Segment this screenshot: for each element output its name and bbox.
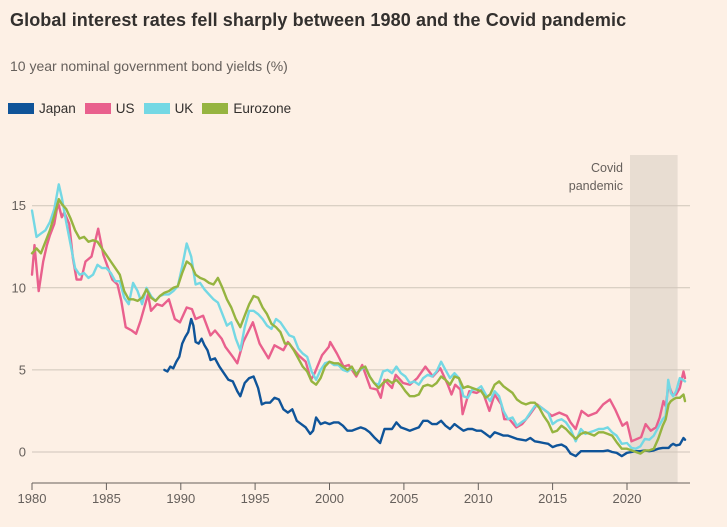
legend: Japan US UK Eurozone	[8, 101, 291, 116]
x-tick-label-1980: 1980	[18, 491, 47, 506]
legend-swatch-japan	[8, 103, 34, 114]
series-line-japan	[163, 317, 687, 458]
series-line-uk	[30, 183, 687, 450]
x-tick-label-2020: 2020	[613, 491, 642, 506]
x-tick-label-2005: 2005	[389, 491, 418, 506]
x-tick-label-1990: 1990	[166, 491, 195, 506]
legend-item-japan: Japan	[8, 101, 76, 116]
y-tick-label-0: 0	[19, 445, 26, 460]
legend-swatch-eurozone	[202, 103, 229, 114]
chart-title: Global interest rates fell sharply betwe…	[10, 10, 627, 30]
x-tick-label-2015: 2015	[538, 491, 567, 506]
covid-annotation-line-2: pandemic	[569, 179, 623, 193]
y-tick-label-15: 15	[12, 198, 26, 213]
x-tick-label-2010: 2010	[464, 491, 493, 506]
legend-label-uk: UK	[174, 101, 194, 116]
legend-swatch-uk	[143, 103, 170, 114]
legend-label-eurozone: Eurozone	[233, 101, 292, 116]
legend-label-japan: Japan	[39, 101, 76, 116]
covid-annotation-line-1: Covid	[591, 161, 623, 175]
legend-item-uk: UK	[143, 101, 194, 116]
y-tick-label-10: 10	[12, 280, 26, 295]
legend-item-eurozone: Eurozone	[202, 101, 291, 116]
x-tick-label-1985: 1985	[92, 491, 121, 506]
legend-swatch-us	[84, 103, 111, 114]
series-line-us	[30, 201, 687, 443]
legend-label-us: US	[115, 101, 135, 116]
x-tick-label-2000: 2000	[315, 491, 344, 506]
series-line-eurozone	[30, 197, 687, 455]
chart-subtitle: 10 year nominal government bond yields (…	[10, 58, 288, 74]
y-tick-label-5: 5	[19, 362, 26, 377]
legend-item-us: US	[84, 101, 135, 116]
x-tick-label-1995: 1995	[241, 491, 270, 506]
